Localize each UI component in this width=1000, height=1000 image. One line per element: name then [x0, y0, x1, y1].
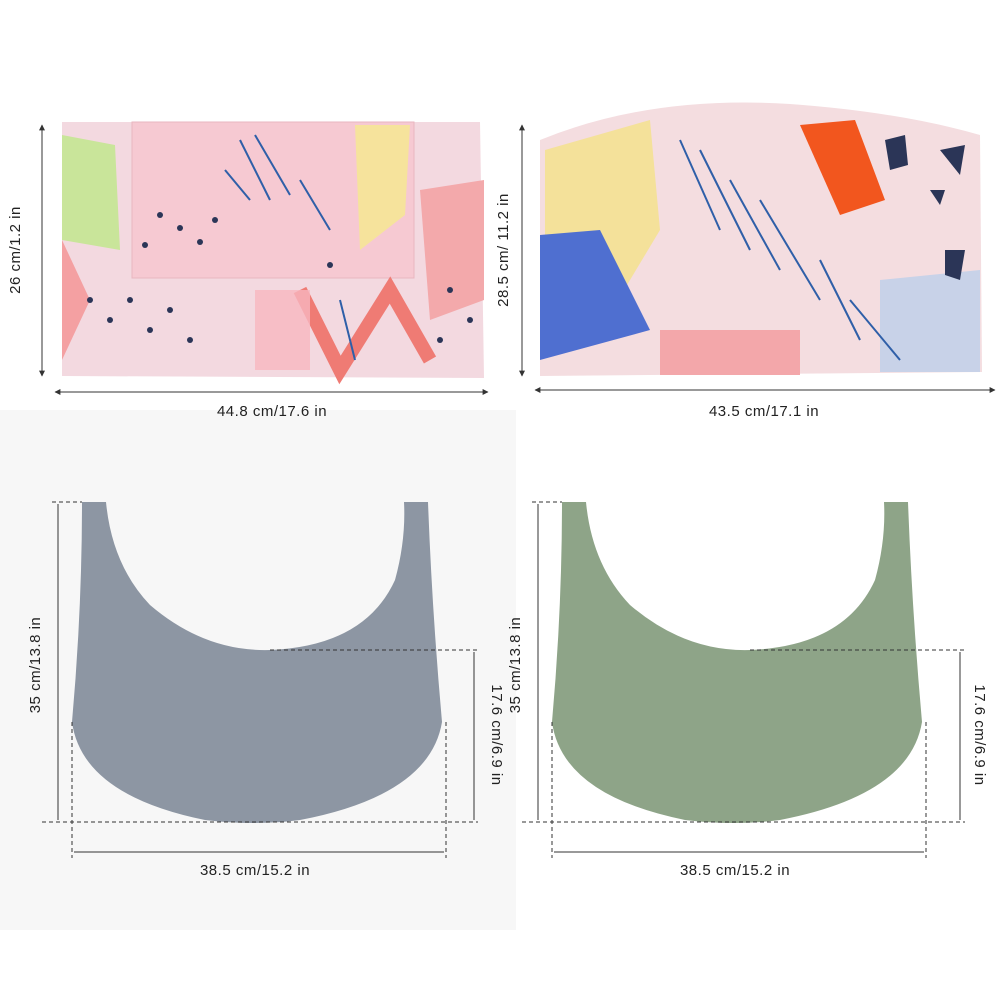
width-label: 44.8 cm/17.6 in: [217, 403, 327, 420]
width-label: 38.5 cm/15.2 in: [200, 862, 310, 879]
depth-label: 17.6 cm/6.9 in: [488, 684, 505, 785]
height-label: 28.5 cm/ 11.2 in: [495, 193, 512, 307]
height-label: 35 cm/13.8 in: [507, 617, 524, 714]
width-label: 43.5 cm/17.1 in: [709, 403, 819, 420]
height-label: 26 cm/1.2 in: [7, 206, 24, 294]
height-label: 35 cm/13.8 in: [27, 617, 44, 714]
mat-gray: [42, 501, 478, 858]
cushion-left: [62, 121, 484, 385]
width-label: 38.5 cm/15.2 in: [680, 862, 790, 879]
cushion-right: [540, 102, 982, 376]
depth-label: 17.6 cm/6.9 in: [971, 684, 988, 785]
mat-green: [522, 501, 965, 858]
